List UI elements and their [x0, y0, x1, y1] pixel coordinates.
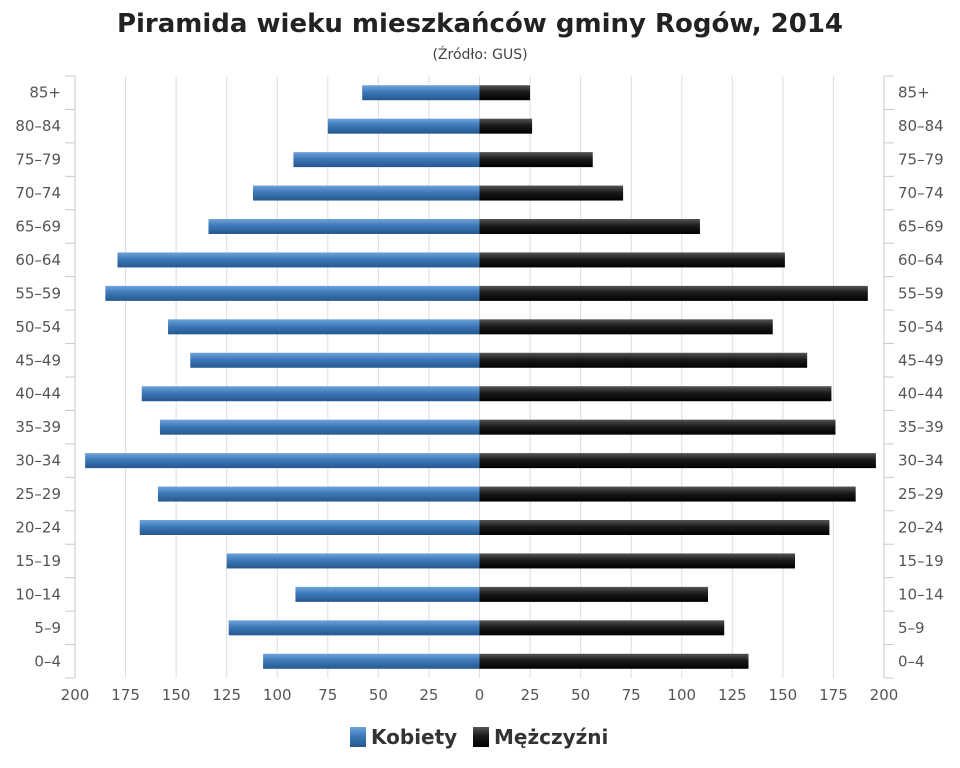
bar-male — [479, 152, 593, 168]
bar-male — [479, 386, 832, 402]
bar-male — [479, 352, 808, 368]
bar-male — [479, 486, 856, 502]
bar-female — [252, 185, 480, 201]
chart-title: Piramida wieku mieszkańców gminy Rogów, … — [117, 9, 843, 39]
x-tick-label: 175 — [111, 686, 140, 704]
category-label-left: 25–29 — [15, 485, 61, 503]
bar-female — [263, 653, 480, 669]
bar-male — [479, 419, 836, 435]
category-label-right: 20–24 — [898, 519, 944, 537]
category-label-left: 10–14 — [15, 585, 61, 603]
x-tick-label: 0 — [475, 686, 485, 704]
category-label-right: 40–44 — [898, 385, 944, 403]
legend-swatch-male — [473, 727, 489, 747]
x-tick-label: 50 — [571, 686, 590, 704]
bar-female — [293, 152, 480, 168]
bar-female — [141, 386, 480, 402]
bar-female — [157, 486, 480, 502]
category-label-left: 35–39 — [15, 418, 61, 436]
category-label-left: 40–44 — [15, 385, 61, 403]
bar-female — [362, 85, 480, 101]
category-label-left: 70–74 — [15, 184, 61, 202]
category-label-right: 75–79 — [898, 151, 944, 169]
bar-female — [208, 219, 480, 234]
category-label-right: 15–19 — [898, 552, 944, 570]
bar-female — [228, 620, 480, 636]
category-label-right: 70–74 — [898, 184, 944, 202]
x-tick-label: 75 — [622, 686, 641, 704]
bar-male — [479, 219, 700, 234]
category-label-left: 45–49 — [15, 351, 61, 369]
bar-female — [105, 285, 480, 301]
x-tick-label: 25 — [419, 686, 438, 704]
bar-male — [479, 118, 533, 134]
bar-male — [479, 185, 624, 201]
bar-male — [479, 620, 725, 636]
category-label-left: 0–4 — [34, 652, 61, 670]
category-label-right: 80–84 — [898, 117, 944, 135]
x-tick-label: 150 — [769, 686, 798, 704]
category-label-right: 35–39 — [898, 418, 944, 436]
category-label-left: 60–64 — [15, 251, 61, 269]
bar-male — [479, 252, 785, 268]
bar-male — [479, 319, 773, 335]
category-label-left: 65–69 — [15, 218, 61, 236]
bar-male — [479, 520, 830, 535]
category-label-left: 30–34 — [15, 452, 61, 470]
category-label-right: 10–14 — [898, 585, 944, 603]
category-label-left: 50–54 — [15, 318, 61, 336]
category-label-left: 75–79 — [15, 151, 61, 169]
x-tick-label: 125 — [718, 686, 747, 704]
category-label-right: 5–9 — [898, 619, 925, 637]
chart-subtitle: (Źródło: GUS) — [432, 45, 527, 63]
x-tick-label: 50 — [369, 686, 388, 704]
bar-female — [327, 118, 480, 134]
x-tick-label: 200 — [870, 686, 899, 704]
x-tick-label: 100 — [263, 686, 292, 704]
bar-female — [85, 453, 480, 469]
x-tick-label: 150 — [162, 686, 191, 704]
category-label-right: 55–59 — [898, 284, 944, 302]
category-label-right: 50–54 — [898, 318, 944, 336]
bar-male — [479, 85, 531, 101]
category-label-left: 85+ — [29, 84, 61, 102]
category-label-right: 60–64 — [898, 251, 944, 269]
bar-female — [295, 586, 480, 602]
bar-female — [190, 352, 480, 368]
category-label-left: 5–9 — [34, 619, 61, 637]
category-label-right: 65–69 — [898, 218, 944, 236]
x-tick-label: 175 — [819, 686, 848, 704]
x-tick-label: 100 — [667, 686, 696, 704]
bar-male — [479, 285, 868, 301]
category-label-right: 25–29 — [898, 485, 944, 503]
category-label-left: 15–19 — [15, 552, 61, 570]
x-tick-label: 25 — [521, 686, 540, 704]
category-label-right: 0–4 — [898, 652, 925, 670]
category-label-right: 85+ — [898, 84, 930, 102]
legend-swatch-female — [350, 727, 366, 747]
x-tick-label: 75 — [318, 686, 337, 704]
category-label-right: 45–49 — [898, 351, 944, 369]
category-label-left: 80–84 — [15, 117, 61, 135]
bar-female — [226, 553, 480, 569]
category-label-right: 30–34 — [898, 452, 944, 470]
bar-male — [479, 453, 876, 469]
legend-label-male: Mężczyźni — [494, 725, 608, 749]
bar-male — [479, 553, 796, 569]
bar-male — [479, 653, 749, 669]
bar-female — [117, 252, 480, 268]
category-label-left: 55–59 — [15, 284, 61, 302]
x-tick-label: 125 — [212, 686, 241, 704]
bar-female — [139, 520, 480, 535]
bar-female — [168, 319, 480, 335]
bar-male — [479, 586, 709, 602]
x-tick-label: 200 — [61, 686, 90, 704]
bar-female — [159, 419, 480, 435]
category-label-left: 20–24 — [15, 519, 61, 537]
legend-label-female: Kobiety — [371, 725, 457, 749]
